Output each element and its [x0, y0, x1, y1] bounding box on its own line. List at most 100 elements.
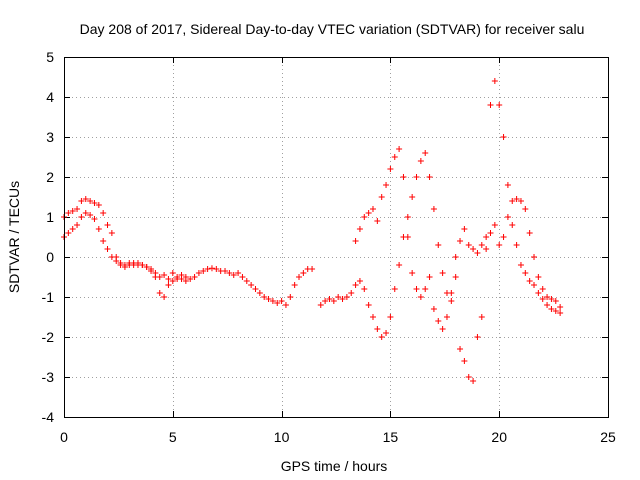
y-tick-label: -1: [42, 289, 55, 305]
data-point: [74, 222, 81, 228]
data-point: [491, 222, 498, 228]
data-point: [496, 242, 503, 248]
data-point: [78, 214, 85, 220]
data-point: [69, 226, 76, 232]
data-point: [104, 222, 111, 228]
data-point: [82, 196, 89, 202]
data-point: [491, 78, 498, 84]
data-point: [200, 268, 207, 274]
data-point: [278, 298, 285, 304]
data-point: [365, 210, 372, 216]
data-point: [552, 308, 559, 314]
data-point: [309, 266, 316, 272]
data-point: [191, 274, 198, 280]
data-point: [356, 226, 363, 232]
data-point: [287, 294, 294, 300]
data-point: [504, 214, 511, 220]
series-upper: [61, 196, 316, 308]
data-point: [483, 246, 490, 252]
data-point: [91, 216, 98, 222]
data-point: [165, 282, 172, 288]
data-point: [139, 262, 146, 268]
data-point: [208, 265, 215, 272]
x-tick-label: 20: [491, 429, 507, 445]
data-point: [161, 272, 168, 278]
y-tick-label: -2: [42, 329, 55, 345]
data-point: [400, 174, 407, 180]
data-point: [256, 290, 263, 296]
data-point: [369, 206, 376, 212]
data-point: [222, 268, 229, 274]
y-axis-label: SDTVAR / TECUs: [6, 181, 22, 293]
data-point: [261, 294, 268, 300]
data-point: [413, 174, 420, 180]
data-point: [422, 150, 429, 156]
data-point: [230, 272, 237, 278]
data-point: [361, 214, 368, 220]
data-point: [426, 274, 433, 280]
data-point: [522, 206, 529, 212]
series-lower: [61, 210, 189, 300]
data-point: [452, 254, 459, 260]
data-point: [409, 194, 416, 200]
data-point: [474, 334, 481, 340]
data-point: [113, 258, 120, 264]
y-tick-label: 3: [46, 129, 54, 145]
data-point: [413, 286, 420, 292]
data-point: [326, 296, 333, 302]
data-point: [282, 302, 289, 308]
data-point: [474, 250, 481, 256]
x-tick-label: 15: [383, 429, 399, 445]
data-point: [531, 254, 538, 260]
data-point: [348, 290, 355, 296]
data-point: [82, 210, 89, 216]
series-afternoon-b: [352, 78, 564, 332]
data-point: [78, 198, 85, 204]
data-point: [95, 202, 102, 208]
data-point: [465, 242, 472, 248]
data-point: [539, 286, 546, 292]
data-point: [95, 226, 102, 232]
data-point: [300, 270, 307, 276]
data-point: [169, 270, 176, 276]
data-point: [517, 262, 524, 268]
data-point: [526, 230, 533, 236]
data-point: [509, 198, 516, 204]
y-tick-label: -4: [42, 409, 55, 425]
y-tick-label: 0: [46, 249, 54, 265]
data-point: [178, 276, 185, 282]
data-point: [374, 218, 381, 224]
data-point: [265, 296, 272, 302]
data-point: [352, 238, 359, 244]
data-point: [100, 210, 107, 216]
data-point: [182, 278, 189, 284]
data-point: [404, 214, 411, 220]
data-point: [235, 270, 242, 276]
data-point: [65, 230, 72, 236]
data-point: [396, 146, 403, 152]
data-point: [352, 282, 359, 288]
data-point: [165, 276, 172, 282]
data-point: [548, 296, 555, 302]
data-point: [274, 300, 281, 306]
data-point: [365, 302, 372, 308]
data-point: [148, 266, 155, 272]
y-tick-label: 1: [46, 209, 54, 225]
data-point: [426, 174, 433, 180]
data-point: [269, 298, 276, 304]
data-point: [169, 278, 176, 284]
data-point: [513, 242, 520, 248]
data-point: [539, 296, 546, 302]
data-point: [187, 276, 194, 282]
data-point: [69, 208, 76, 214]
data-point: [535, 274, 542, 280]
data-point: [391, 286, 398, 292]
data-point: [156, 290, 163, 296]
data-point: [91, 200, 98, 206]
data-point: [544, 302, 551, 308]
data-point: [535, 290, 542, 296]
data-point: [478, 314, 485, 320]
data-point: [195, 270, 202, 276]
data-point: [339, 296, 346, 302]
